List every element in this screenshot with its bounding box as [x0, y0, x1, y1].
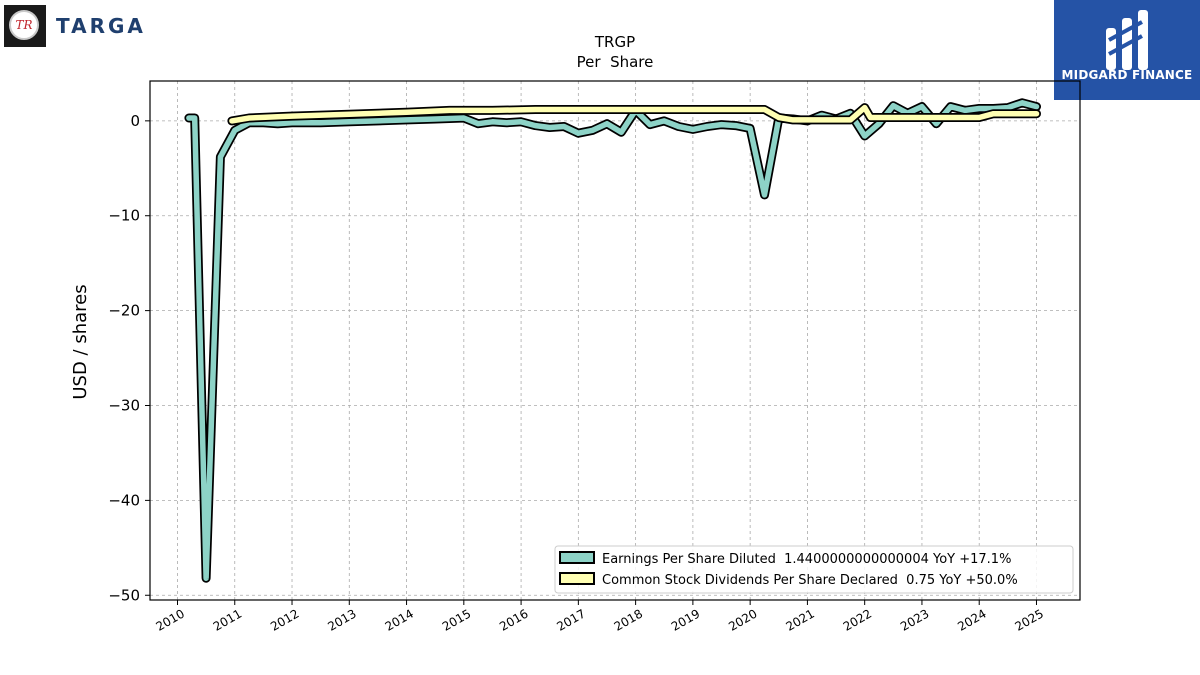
y-tick-label: −50 — [108, 586, 140, 604]
x-tick-label: 2025 — [1013, 606, 1046, 633]
legend-label: Earnings Per Share Diluted 1.44000000000… — [602, 552, 1011, 567]
x-tick-label: 2023 — [898, 606, 931, 633]
y-tick-label: −40 — [108, 491, 140, 509]
x-tick-label: 2018 — [612, 606, 645, 633]
x-tick-label: 2022 — [841, 606, 874, 633]
plot-frame — [149, 80, 1081, 601]
series-line — [229, 104, 1040, 124]
y-tick-label: −20 — [108, 302, 140, 320]
x-tick-label: 2012 — [268, 606, 301, 633]
x-tick-label: 2020 — [726, 606, 759, 633]
x-tick-label: 2016 — [497, 606, 530, 633]
series-line — [186, 100, 1040, 581]
chart-subtitle: Per Share — [577, 53, 654, 71]
x-tick-label: 2019 — [669, 606, 702, 633]
grid — [150, 81, 1080, 600]
x-tick-label: 2015 — [440, 606, 473, 633]
x-tick-label: 2013 — [325, 606, 358, 633]
chart-title: TRGP — [594, 33, 635, 51]
legend-swatch — [559, 551, 595, 564]
targa-logo-text: TARGA — [56, 14, 146, 38]
x-tick-label: 2017 — [554, 606, 587, 633]
series-lines — [184, 98, 1041, 583]
legend: Earnings Per Share Diluted 1.44000000000… — [554, 545, 1074, 594]
midgard-finance-logo: MIDGARD FINANCE — [1054, 0, 1200, 100]
series-0 — [184, 98, 1041, 583]
y-tick-label: −30 — [108, 396, 140, 414]
midgard-logo-icon — [1106, 10, 1148, 70]
series-1 — [227, 103, 1041, 126]
x-tick-label: 2010 — [154, 606, 187, 633]
targa-logo-emblem-icon: TR — [9, 10, 39, 40]
midgard-logo-text: MIDGARD FINANCE — [1061, 68, 1193, 82]
x-tick-label: 2021 — [783, 606, 816, 633]
y-tick-label: −10 — [108, 207, 140, 225]
x-tick-label: 2011 — [211, 606, 244, 633]
targa-logo-mark-text: TR — [15, 18, 33, 32]
legend-box — [554, 545, 1074, 594]
targa-logo: TR TARGA — [4, 5, 146, 47]
series-line-outline — [184, 98, 1041, 583]
y-tick-label: 0 — [130, 112, 140, 130]
legend-label: Common Stock Dividends Per Share Declare… — [602, 573, 1018, 588]
x-tick-label: 2014 — [383, 606, 416, 633]
legend-swatch — [559, 572, 595, 585]
x-tick-label: 2024 — [955, 606, 988, 633]
targa-logo-mark: TR — [4, 5, 46, 47]
y-axis-label: USD / shares — [70, 284, 91, 399]
